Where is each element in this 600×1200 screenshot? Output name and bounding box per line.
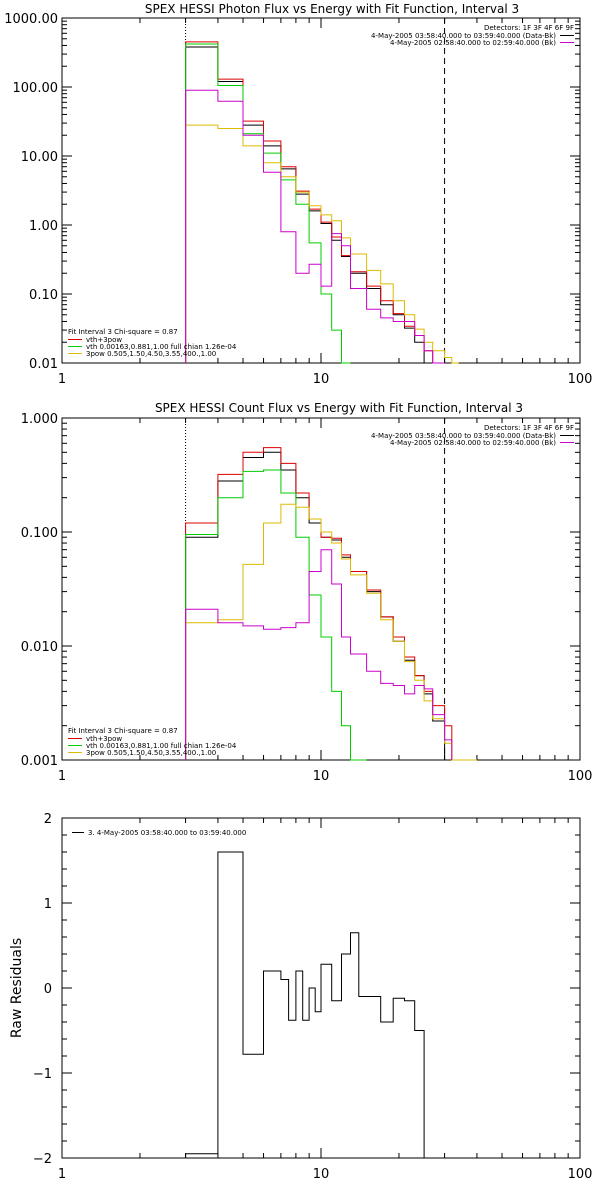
- y-tick-label: 0: [44, 982, 52, 997]
- legend-fit-interval: Fit Interval 3 Chi-square = 0.87: [68, 727, 178, 735]
- legend-detectors: Detectors: 1F 3F 4F 6F 9F: [484, 424, 574, 432]
- legend-entry-bk: 4-May-2005 02:58:40.000 to 02:59:40.000 …: [390, 439, 556, 447]
- series-line: [185, 46, 445, 364]
- plot-frame: [61, 417, 581, 761]
- legend-entry-model: vth+3pow: [86, 735, 122, 743]
- y-tick-label: 10.00: [21, 150, 58, 165]
- x-tick-label: 100: [568, 1167, 593, 1182]
- y-tick-label: 1.000: [21, 412, 58, 427]
- y-tick-label: 1: [44, 897, 52, 912]
- legend-entry-bk: 4-May-2005 02:58:40.000 to 02:59:40.000 …: [390, 39, 556, 47]
- y-tick-label: −1: [33, 1067, 52, 1082]
- legend-entry-vth: vth 0.00163,0.881,1.00 full chian 1.26e-…: [86, 343, 237, 351]
- y-tick-label: 2: [44, 812, 52, 827]
- series-line: [185, 549, 453, 760]
- legend-entry-3pow: 3pow 0.505,1.50,4.50,3.55,400.,1.00: [86, 749, 216, 757]
- axes: 1 10 100 1.000 0.100 0.010 0.001: [21, 412, 593, 784]
- legend-bottom: Fit Interval 3 Chi-square = 0.87 vth+3po…: [68, 727, 237, 757]
- legend-entry-vth: vth 0.00163,0.881,1.00 full chian 1.26e-…: [86, 742, 237, 750]
- plot-frame: [61, 17, 581, 364]
- y-axis-label: Raw Residuals: [9, 938, 25, 1038]
- series-line: [185, 43, 351, 364]
- series-line: [185, 851, 433, 1159]
- chart-title: SPEX HESSI Count Flux vs Energy with Fit…: [155, 401, 523, 415]
- legend-detectors: Detectors: 1F 3F 4F 6F 9F: [484, 24, 574, 32]
- x-tick-label: 100: [568, 769, 593, 784]
- x-tick-label: 10: [313, 1167, 330, 1182]
- y-tick-label: 0.01: [29, 357, 58, 372]
- marker-lines: [185, 418, 446, 760]
- legend-entry-data: 4-May-2005 03:58:40.000 to 03:59:40.000 …: [371, 32, 556, 40]
- legend-top: Detectors: 1F 3F 4F 6F 9F 4-May-2005 03:…: [371, 424, 574, 447]
- marker-lines: [185, 18, 446, 363]
- chart-title: SPEX HESSI Photon Flux vs Energy with Fi…: [145, 2, 519, 16]
- series-line: [185, 469, 367, 761]
- y-tick-label: 1000.00: [4, 12, 58, 27]
- legend-fit-interval: Fit Interval 3 Chi-square = 0.87: [68, 328, 178, 336]
- x-tick-label: 1: [58, 372, 66, 387]
- legend-entry-data: 4-May-2005 03:58:40.000 to 03:59:40.000 …: [371, 432, 556, 440]
- series-line: [185, 503, 477, 761]
- y-tick-label: 0.100: [21, 526, 58, 541]
- x-tick-label: 10: [313, 372, 330, 387]
- y-tick-label: 1.00: [29, 219, 58, 234]
- legend-bottom: Fit Interval 3 Chi-square = 0.87 vth+3po…: [68, 328, 237, 358]
- x-tick-label: 10: [313, 769, 330, 784]
- legend-top: 3. 4-May-2005 03:58:40.000 to 03:59:40.0…: [72, 829, 246, 837]
- x-tick-label: 100: [568, 372, 593, 387]
- data-series: [185, 851, 433, 1159]
- legend-entry-model: vth+3pow: [86, 336, 122, 344]
- y-tick-label: 0.10: [29, 288, 58, 303]
- y-tick-label: 100.00: [13, 81, 59, 96]
- series-line: [185, 447, 453, 760]
- series-line: [185, 451, 452, 761]
- data-series: [185, 41, 459, 364]
- legend-entry-3pow: 3pow 0.505,1.50,4.50,3.55,400.,1.00: [86, 350, 216, 358]
- data-series: [185, 447, 477, 761]
- y-tick-label: −2: [33, 1152, 52, 1167]
- y-tick-label: 0.010: [21, 640, 58, 655]
- x-tick-label: 1: [58, 769, 66, 784]
- series-line: [185, 89, 445, 364]
- photon-flux-panel: SPEX HESSI Photon Flux vs Energy with Fi…: [4, 2, 592, 387]
- count-flux-panel: SPEX HESSI Count Flux vs Energy with Fit…: [21, 401, 593, 784]
- x-tick-label: 1: [58, 1167, 66, 1182]
- legend-entry-interval: 3. 4-May-2005 03:58:40.000 to 03:59:40.0…: [88, 829, 246, 837]
- series-line: [185, 124, 459, 364]
- legend-top: Detectors: 1F 3F 4F 6F 9F 4-May-2005 03:…: [371, 24, 574, 47]
- y-tick-label: 0.001: [21, 754, 58, 769]
